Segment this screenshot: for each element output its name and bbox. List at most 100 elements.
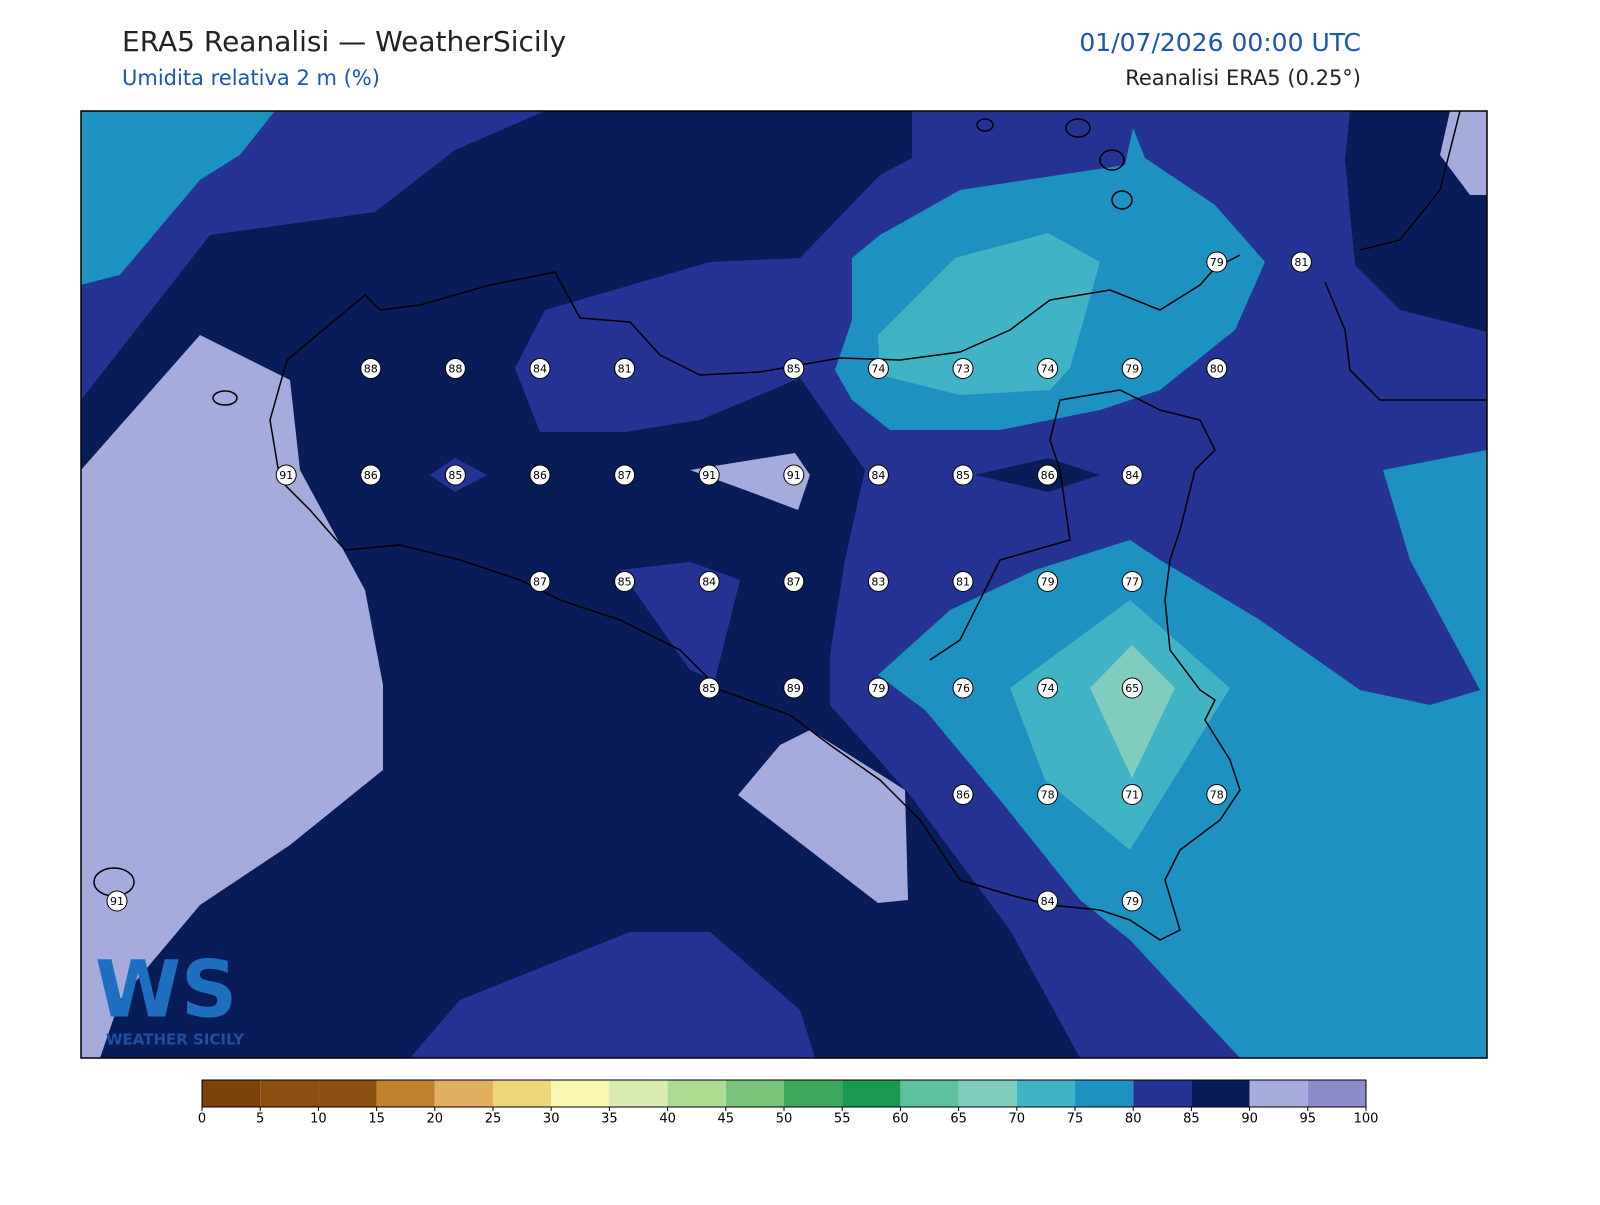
station-value: 79 bbox=[1125, 895, 1139, 908]
colorbar-segment bbox=[784, 1080, 843, 1107]
station-value: 84 bbox=[871, 469, 885, 482]
station-marker bbox=[698, 464, 720, 486]
colorbar-segment bbox=[609, 1080, 668, 1107]
island bbox=[1111, 190, 1133, 210]
station-marker bbox=[614, 358, 636, 379]
colorbar-tick-label: 35 bbox=[601, 1112, 618, 1127]
colorbar-segment bbox=[260, 1080, 319, 1107]
station-value: 85 bbox=[618, 576, 632, 589]
station-value: 91 bbox=[787, 469, 801, 482]
colorbar-segment bbox=[958, 1080, 1017, 1107]
station-marker bbox=[1290, 251, 1312, 273]
station-value: 85 bbox=[787, 363, 801, 376]
station-value: 85 bbox=[702, 682, 716, 695]
colorbar-tick-label: 70 bbox=[1009, 1112, 1026, 1127]
colorbar-tick-label: 100 bbox=[1354, 1112, 1379, 1127]
station-marker bbox=[1037, 358, 1059, 379]
station-value: 84 bbox=[1125, 469, 1139, 482]
station-marker bbox=[614, 571, 636, 592]
colorbar-segment bbox=[493, 1080, 552, 1107]
contour bbox=[690, 453, 810, 510]
station-marker bbox=[1121, 890, 1143, 912]
contour bbox=[1090, 645, 1175, 778]
station-marker bbox=[1206, 784, 1228, 805]
colorbar-segment bbox=[202, 1080, 261, 1107]
station-value: 86 bbox=[1041, 469, 1055, 482]
station-marker bbox=[952, 358, 974, 379]
island bbox=[976, 118, 994, 132]
colorbar-tick-label: 5 bbox=[256, 1112, 264, 1127]
title: ERA5 Reanalisi — WeatherSicily bbox=[122, 25, 566, 58]
colorbar-segment bbox=[725, 1080, 784, 1107]
colorbar-segment bbox=[1016, 1080, 1075, 1107]
colorbar-tick-label: 60 bbox=[892, 1112, 909, 1127]
station-value: 84 bbox=[702, 576, 716, 589]
map-frame bbox=[80, 110, 1488, 1059]
contour bbox=[738, 730, 908, 903]
station-marker bbox=[106, 890, 128, 912]
contour bbox=[1440, 111, 1487, 195]
colorbar-segment bbox=[667, 1080, 726, 1107]
station-marker bbox=[698, 571, 720, 592]
station-marker bbox=[1206, 251, 1228, 273]
station-value: 83 bbox=[871, 576, 885, 589]
colorbar-segment bbox=[1249, 1080, 1308, 1107]
colorbar-tick-label: 40 bbox=[659, 1112, 676, 1127]
colorbar-segment bbox=[1191, 1080, 1250, 1107]
station-value: 65 bbox=[1125, 682, 1139, 695]
datetime: 01/07/2026 00:00 UTC bbox=[1079, 28, 1361, 57]
station-value: 87 bbox=[787, 576, 801, 589]
station-marker bbox=[1037, 464, 1059, 486]
station-marker bbox=[952, 464, 974, 486]
station-marker bbox=[529, 464, 551, 486]
station-marker bbox=[783, 677, 805, 699]
colorbar-segment bbox=[1075, 1080, 1134, 1107]
station-value: 91 bbox=[279, 469, 293, 482]
station-marker bbox=[1037, 571, 1059, 592]
station-marker bbox=[1206, 358, 1228, 379]
station-value: 77 bbox=[1125, 576, 1139, 589]
station-marker bbox=[1037, 784, 1059, 805]
station-value: 88 bbox=[364, 363, 378, 376]
colorbar-segment bbox=[1307, 1080, 1366, 1107]
station-marker bbox=[698, 677, 720, 699]
colorbar-tick-label: 80 bbox=[1125, 1112, 1142, 1127]
station-marker bbox=[867, 677, 889, 699]
colorbar-tick-label: 75 bbox=[1067, 1112, 1084, 1127]
island bbox=[1099, 149, 1125, 171]
station-value: 84 bbox=[533, 363, 547, 376]
station-value: 81 bbox=[1294, 256, 1308, 269]
colorbar-tick-label: 65 bbox=[950, 1112, 967, 1127]
station-value: 88 bbox=[448, 363, 462, 376]
station-value: 91 bbox=[110, 895, 124, 908]
station-marker bbox=[867, 571, 889, 592]
island bbox=[212, 390, 238, 406]
station-marker bbox=[275, 464, 297, 486]
logo-mark: WS bbox=[95, 945, 237, 1035]
station-value: 89 bbox=[787, 682, 801, 695]
station-value: 87 bbox=[533, 576, 547, 589]
subtitle: Umidita relativa 2 m (%) bbox=[122, 66, 380, 90]
contour bbox=[81, 111, 545, 400]
station-marker bbox=[783, 571, 805, 592]
station-value: 80 bbox=[1210, 363, 1224, 376]
station-value: 86 bbox=[956, 789, 970, 802]
colorbar-tick-label: 20 bbox=[427, 1112, 444, 1127]
colorbar-tick-label: 90 bbox=[1241, 1112, 1258, 1127]
colorbar-tick-label: 0 bbox=[198, 1112, 206, 1127]
station-marker bbox=[360, 464, 382, 486]
colorbar-tick-label: 50 bbox=[776, 1112, 793, 1127]
colorbar-segment bbox=[318, 1080, 377, 1107]
colorbar-segment bbox=[842, 1080, 901, 1107]
colorbar: 0 5 10 15 20 25 30 35 40 45 50 55 60 65 70 75 80 85 90 95 10… bbox=[198, 1079, 1379, 1127]
station-value: 85 bbox=[956, 469, 970, 482]
station-value: 79 bbox=[1041, 576, 1055, 589]
colorbar-segment bbox=[551, 1080, 610, 1107]
colorbar-tick-label: 30 bbox=[543, 1112, 560, 1127]
station-value: 79 bbox=[871, 682, 885, 695]
colorbar-tick-label: 55 bbox=[834, 1112, 851, 1127]
station-value: 74 bbox=[1041, 682, 1055, 695]
station-value: 86 bbox=[533, 469, 547, 482]
